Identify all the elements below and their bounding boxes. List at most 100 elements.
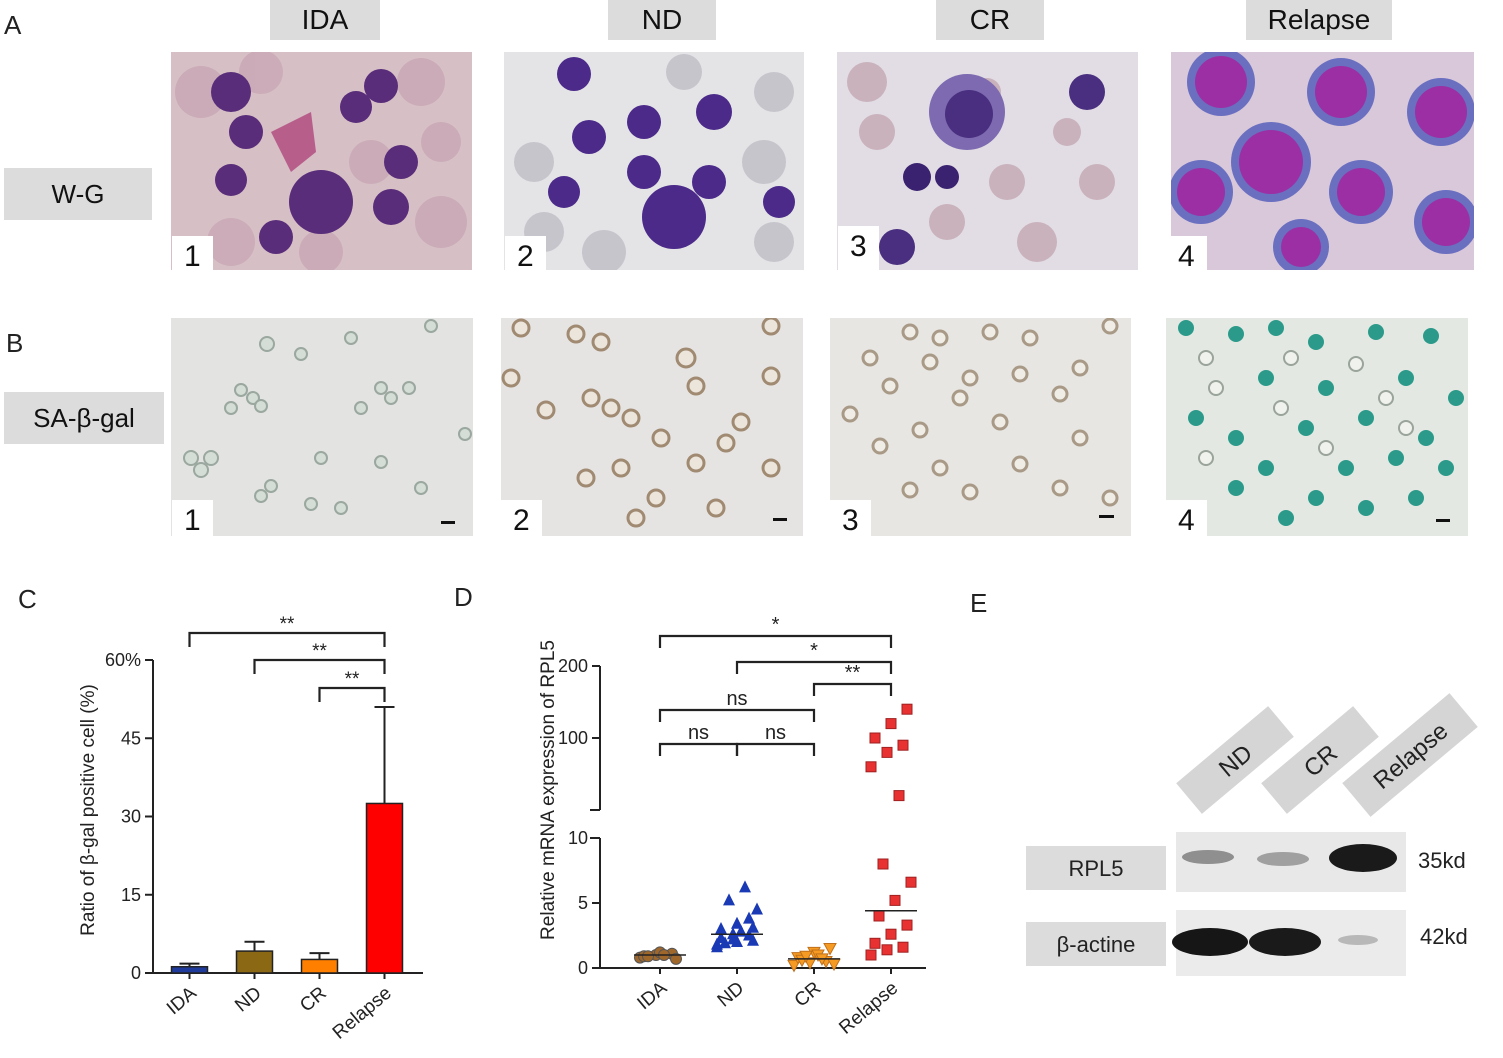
blot-size-rpl5: 35kd [1418,848,1466,873]
sa-cells-cr [830,318,1131,536]
chart-d-sig-bracket [658,708,816,722]
chart-d-point [799,950,813,964]
chart-d-sig-label: ** [845,662,861,684]
blot-band-rpl5-relapse [1329,844,1397,872]
chart-d: Relative mRNA expression of RPL5 0 5 10 100… [538,614,926,1039]
chart-c-sig-label: ** [280,614,295,635]
sa-cells-ida [171,318,473,536]
wg-cells-cr [837,52,1138,270]
sa-cells-nd [501,318,803,536]
chart-d-point [881,746,893,758]
chart-d-sig-bracket [812,682,893,696]
chart-c-bar [235,950,274,974]
chart-d-point [873,910,885,922]
chart-c-ytick-label: 45 [121,728,141,748]
blot-band-actin-nd [1172,928,1248,956]
chart-d-ylabel: Relative mRNA expression of RPL5 [538,640,559,940]
chart-d-point [670,952,682,965]
col-label-cr: CR [936,0,1044,40]
chart-d-ytick-label: 0 [578,958,588,978]
chart-d-point [823,943,837,956]
panel-b-label: B [6,328,24,358]
panel-c-label: C [18,584,37,614]
blot-label-actin-box [1026,922,1166,966]
wg-image-relapse [1171,52,1474,270]
chart-d-point [901,919,913,931]
chart-c-sig-bracket [188,631,386,647]
wg-number-1: 1 [172,236,213,274]
panel-d-label: D [454,582,473,612]
sa-number-1: 1 [172,500,213,538]
blot-label-actin: β-actine [1057,932,1136,957]
chart-d-sig-label: ns [688,722,709,744]
col-label-relapse: Relapse [1246,0,1392,40]
sa-cells-relapse [1166,318,1468,536]
sa-image-relapse [1166,318,1468,536]
chart-d-point [747,920,759,933]
sa-image-cr [830,318,1131,536]
sa-image-nd [501,318,803,536]
chart-c-significance: ** ** ** [188,614,386,702]
chart-d-sig-label: ns [726,688,747,710]
wg-image-ida [171,52,472,270]
panel-a-label: A [4,10,22,40]
chart-d-sig-bracket [658,742,739,756]
chart-d-ytick-label: 10 [568,828,588,848]
wg-image-nd [504,52,804,270]
chart-d-xticks: IDA ND CR Relapse [633,968,902,1039]
chart-d-point [731,935,743,947]
blot-size-actin: 42kd [1420,924,1468,949]
chart-d-point [739,880,751,893]
chart-d-point [897,739,909,751]
chart-d-xtick-label: ND [714,978,749,1012]
chart-d-sig-bracket [735,742,816,756]
chart-d-sig-label: * [772,614,780,636]
chart-d-point [715,922,727,934]
panel-e-label: E [970,588,988,618]
chart-c-bar [300,958,339,974]
chart-d-point [743,911,755,924]
chart-c-ytick-label: 15 [121,885,141,905]
chart-d-point [885,718,897,730]
chart-d-point [731,916,743,929]
chart-c-bar [365,802,404,974]
chart-d-xtick-label: IDA [633,978,671,1015]
chart-d-point [905,876,917,888]
chart-c-sig-bracket [253,658,386,674]
chart-d-point [787,959,801,973]
chart-c-sig-label: ** [345,669,360,690]
chart-d-sig-label: ns [765,722,786,744]
chart-d-ytick-label: 5 [578,893,588,913]
chart-c-sig-label: ** [312,641,327,662]
chart-d-sig-label: * [810,640,818,662]
chart-d-axes: 0 5 10 100 200 [558,656,926,978]
chart-d-ytick-label: 200 [558,656,588,676]
col-label-nd: ND [608,0,716,40]
chart-c-xtick-label: ND [231,983,266,1017]
chart-d-point [877,858,889,870]
sa-number-2: 2 [501,500,542,538]
chart-c-bar [170,965,209,974]
row-label-wg: W-G [4,168,152,220]
chart-d-point [865,761,877,773]
wg-cells-relapse [1171,52,1474,270]
chart-d-point [889,894,901,906]
chart-d-point [711,940,723,953]
chart-d-xtick-label: Relapse [835,978,902,1039]
wg-cells-ida [171,52,472,270]
chart-d-point [885,928,897,940]
wg-number-4: 4 [1166,236,1207,274]
chart-c-ylabel: Ratio of β-gal positive cell (%) [78,684,99,936]
chart-c-ytick-label: 0 [131,963,141,983]
row-label-sa-beta-gal: SA-β-gal [4,392,164,444]
chart-d-point [642,950,654,963]
chart-c-xtick-label: Relapse [329,983,396,1044]
chart-d-point [869,732,881,744]
chart-d-point [723,893,735,906]
chart-d-xtick-label: CR [791,978,826,1012]
chart-d-point [893,790,905,802]
chart-d-point [865,949,877,961]
sa-number-4: 4 [1166,500,1207,538]
